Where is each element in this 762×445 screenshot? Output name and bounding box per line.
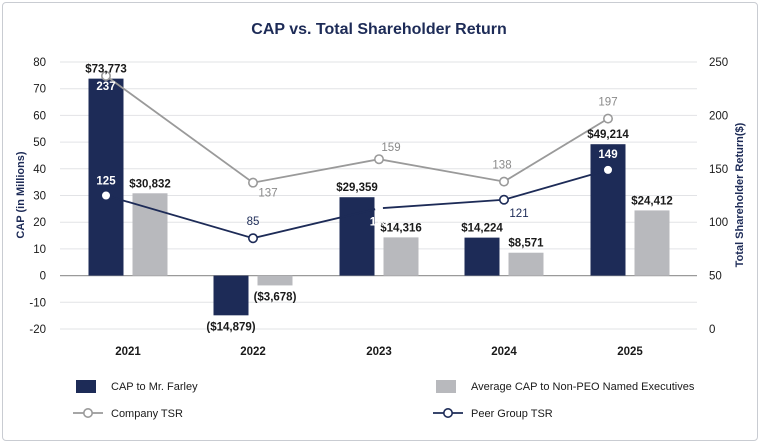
chart-frame — [2, 2, 758, 441]
legend-label: Peer Group TSR — [471, 408, 553, 420]
bar-cap-neo — [634, 210, 670, 276]
legend-marker — [442, 407, 453, 418]
lines-layer — [101, 70, 613, 244]
y-tick-label: 10 — [33, 244, 46, 256]
bar-label-cap-neo: $30,832 — [129, 178, 171, 190]
peer-tsr-label: 149 — [598, 149, 617, 161]
bar-label-cap-neo: $14,316 — [380, 222, 422, 234]
y2-tick-label: 0 — [709, 324, 715, 336]
bar-cap-farley — [464, 237, 500, 276]
company-tsr-label: 237 — [96, 81, 115, 93]
right-axis-ticks: 250 200 150 100 50 0 — [709, 57, 728, 336]
y-tick-label: 0 — [40, 271, 46, 283]
y-tick-label: 20 — [33, 217, 46, 229]
peer-tsr-label: 85 — [247, 216, 260, 228]
y-tick-label: 30 — [33, 191, 46, 203]
y2-tick-label: 250 — [709, 57, 728, 69]
x-category-label: 2023 — [366, 346, 392, 358]
bar-cap-farley — [339, 197, 375, 276]
bar-label-cap-farley: $49,214 — [587, 129, 629, 141]
bar-cap-farley — [590, 144, 626, 276]
bar-label-cap-farley: $73,773 — [85, 64, 127, 76]
bar-cap-farley — [88, 78, 124, 276]
legend-label: Average CAP to Non-PEO Named Executives — [471, 381, 695, 393]
company-tsr-label: 159 — [381, 142, 400, 154]
y-tick-label: 60 — [33, 110, 46, 122]
legend-label: Company TSR — [111, 408, 183, 420]
peer-tsr-marker — [498, 194, 509, 205]
bar-cap-neo — [257, 275, 293, 286]
y2-tick-label: 100 — [709, 217, 728, 229]
left-axis-title: CAP (in Millions) — [15, 151, 27, 239]
y-tick-label: -10 — [29, 297, 46, 309]
y2-tick-label: 150 — [709, 164, 728, 176]
y-tick-label: 50 — [33, 137, 46, 149]
legend-swatch — [76, 380, 96, 393]
x-category-label: 2021 — [115, 346, 141, 358]
category-labels: 2021 2022 2023 2024 2025 — [115, 346, 643, 358]
bar-label-cap-farley: $14,224 — [461, 223, 503, 235]
y-tick-label: -20 — [29, 324, 46, 336]
bar-cap-neo — [508, 252, 544, 276]
peer-tsr-label: 121 — [509, 208, 528, 220]
peer-tsr-label: 113 — [370, 216, 389, 228]
y-tick-label: 70 — [33, 84, 46, 96]
company-tsr-marker — [248, 177, 259, 188]
company-tsr-label: 197 — [598, 97, 617, 109]
chart-title: CAP vs. Total Shareholder Return — [251, 21, 506, 38]
data-labels-layer: $73,773 ($14,879) $29,359 $14,224 $49,214 $30… — [85, 64, 673, 334]
peer-tsr-label: 125 — [96, 176, 116, 188]
bar-label-cap-neo: $8,571 — [508, 238, 544, 250]
company-tsr-label: 137 — [258, 188, 277, 200]
peer-tsr-marker — [374, 204, 383, 213]
bars-layer — [88, 78, 670, 316]
company-tsr-marker — [498, 176, 509, 187]
bar-cap-neo — [383, 237, 419, 276]
legend-label: CAP to Mr. Farley — [111, 381, 198, 393]
legend-swatch — [436, 380, 456, 393]
y2-tick-label: 50 — [709, 271, 722, 283]
company-tsr-label: 138 — [492, 160, 511, 172]
company-tsr-line — [105, 75, 609, 184]
x-category-label: 2022 — [240, 346, 266, 358]
bar-label-cap-neo: $24,412 — [631, 195, 673, 207]
x-category-label: 2025 — [617, 346, 643, 358]
bar-cap-farley — [213, 275, 249, 316]
company-tsr-marker — [602, 113, 613, 124]
y-tick-label: 80 — [33, 57, 46, 69]
peer-tsr-marker — [102, 191, 111, 200]
y-tick-label: 40 — [33, 164, 46, 176]
bar-label-cap-farley: $29,359 — [336, 182, 378, 194]
company-tsr-marker — [373, 154, 384, 165]
peer-tsr-marker — [248, 233, 259, 244]
peer-tsr-marker — [603, 165, 612, 174]
bar-label-cap-neo: ($3,678) — [254, 291, 297, 303]
right-axis-title: Total Shareholder Return($) — [734, 122, 746, 267]
bar-label-cap-farley: ($14,879) — [206, 321, 255, 333]
x-category-label: 2024 — [491, 346, 517, 358]
legend: CAP to Mr. Farley Average CAP to Non-PEO … — [73, 380, 695, 420]
company-tsr-marker — [101, 70, 112, 81]
left-axis-ticks: 80 70 60 50 40 30 20 10 0 -10 -20 — [29, 57, 46, 336]
bar-cap-neo — [132, 193, 168, 276]
legend-marker — [83, 407, 94, 418]
y2-tick-label: 200 — [709, 110, 728, 122]
